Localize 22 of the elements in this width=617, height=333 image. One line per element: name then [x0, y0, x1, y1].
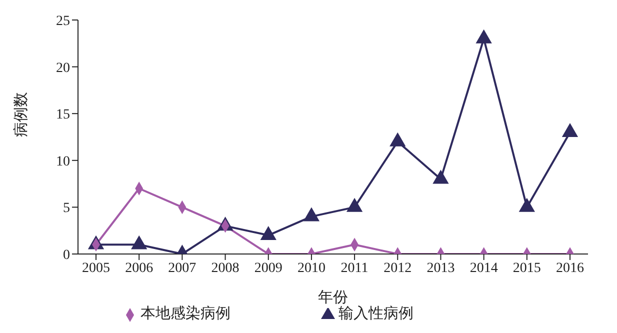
y-tick-label: 20 [56, 60, 70, 76]
legend-label: 输入性病例 [338, 306, 414, 322]
x-tick-label: 2006 [125, 260, 154, 276]
x-tick-label: 2007 [168, 260, 196, 276]
x-tick-label: 2011 [340, 260, 368, 276]
legend-label: 本地感染病例 [140, 306, 230, 322]
x-tick-label: 2014 [470, 260, 498, 276]
x-tick-label: 2009 [254, 260, 282, 276]
y-axis-title: 病例数 [12, 92, 30, 137]
x-tick-label: 2008 [211, 260, 240, 276]
x-tick-label: 2012 [384, 260, 412, 276]
y-tick-label: 10 [56, 154, 70, 170]
y-tick-label: 0 [63, 248, 70, 263]
y-tick-label: 5 [63, 201, 70, 216]
y-tick-label: 15 [56, 108, 70, 123]
x-tick-label: 2010 [297, 260, 326, 276]
x-tick-label: 2005 [82, 260, 110, 276]
x-tick-label: 2013 [426, 260, 455, 276]
y-tick-label: 25 [56, 14, 70, 29]
x-tick-label: 2015 [512, 260, 541, 276]
x-tick-label: 2016 [556, 260, 584, 276]
x-axis-title: 年份 [318, 289, 348, 306]
